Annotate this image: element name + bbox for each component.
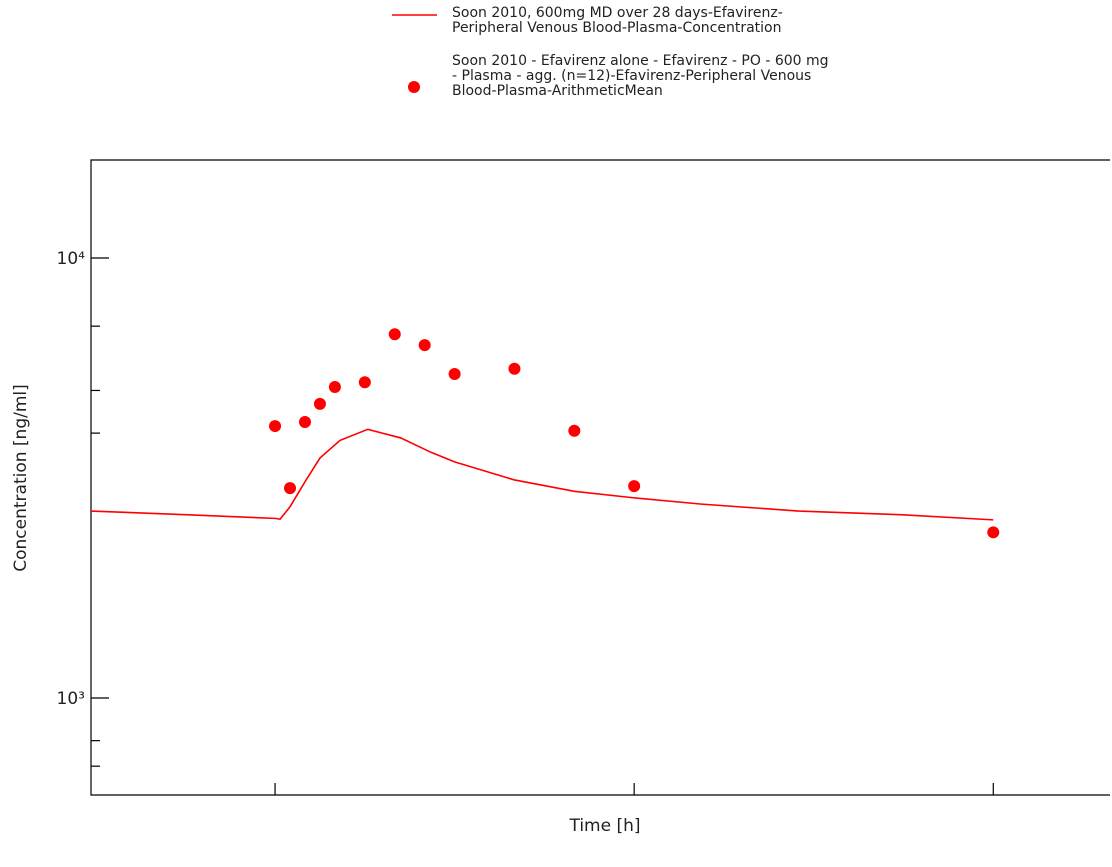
plot-frame [90, 159, 1110, 796]
plot-area [90, 328, 1000, 539]
y-axis-label: Concentration [ng/ml] [11, 384, 31, 572]
data-point [284, 482, 297, 495]
x-axis-label: Time [h] [568, 816, 640, 836]
data-point [448, 367, 461, 380]
legend-entry: Soon 2010 - Efavirenz alone - Efavirenz … [452, 53, 829, 99]
data-point [328, 381, 341, 394]
legend-entry: Soon 2010, 600mg MD over 28 days-Efavire… [452, 5, 783, 36]
data-point [269, 420, 282, 433]
data-point [568, 424, 581, 437]
data-point [628, 480, 641, 493]
series-line [90, 428, 994, 521]
y-tick-label: 10³ [57, 689, 85, 709]
data-point [298, 415, 311, 428]
data-point [313, 397, 326, 410]
data-point [987, 526, 1000, 539]
data-point [418, 339, 431, 352]
data-point [508, 362, 521, 375]
data-point [388, 328, 401, 341]
data-point [358, 376, 371, 389]
legend-marker [408, 81, 420, 93]
y-tick-label: 10⁴ [57, 249, 86, 269]
